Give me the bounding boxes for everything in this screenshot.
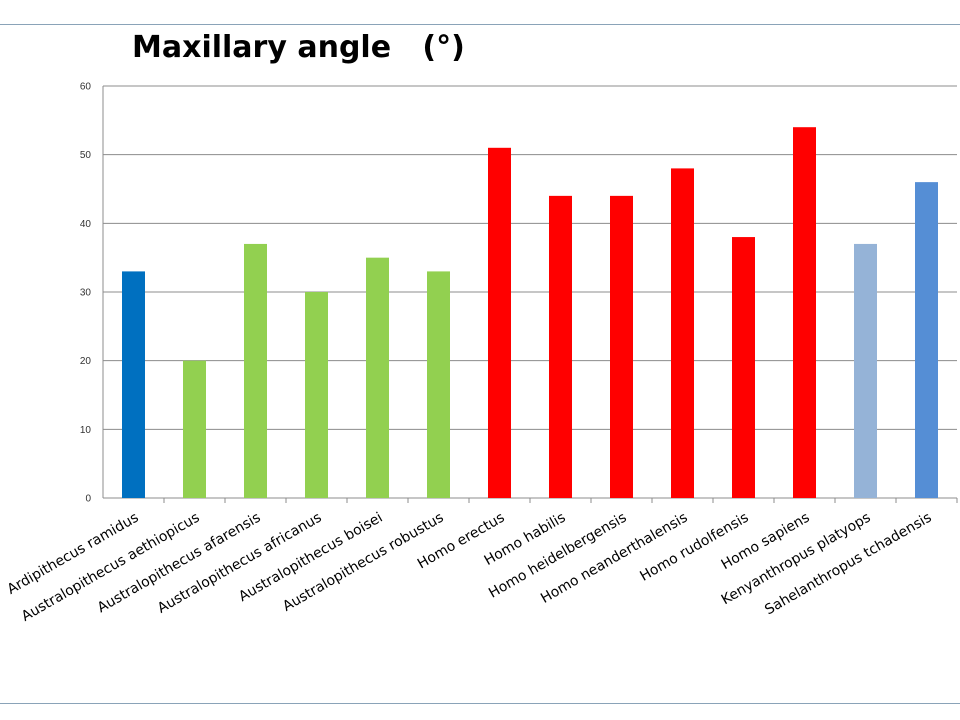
top-border-line [0,24,960,25]
bar [183,360,206,498]
y-tick-label: 50 [80,150,92,161]
bar [488,147,511,499]
y-tick-label: 20 [80,356,92,367]
bar [305,292,328,498]
bar [732,237,755,499]
y-tick-label: 0 [85,494,91,505]
y-tick-label: 60 [80,82,92,93]
bar [427,271,450,498]
bar [793,127,816,498]
bar [915,182,938,498]
y-tick-label: 40 [80,219,92,230]
bar [549,195,572,498]
bar [610,195,633,498]
bottom-border-line [0,703,960,704]
chart-title: Maxillary angle (°) [132,30,465,65]
x-tick-label: Homo rudolfensis [637,510,751,585]
bar [122,271,145,498]
bar [671,168,694,498]
bar [366,257,389,498]
y-tick-label: 10 [80,425,92,436]
y-tick-label: 30 [80,288,92,299]
bar [854,243,877,498]
bar [244,243,267,498]
